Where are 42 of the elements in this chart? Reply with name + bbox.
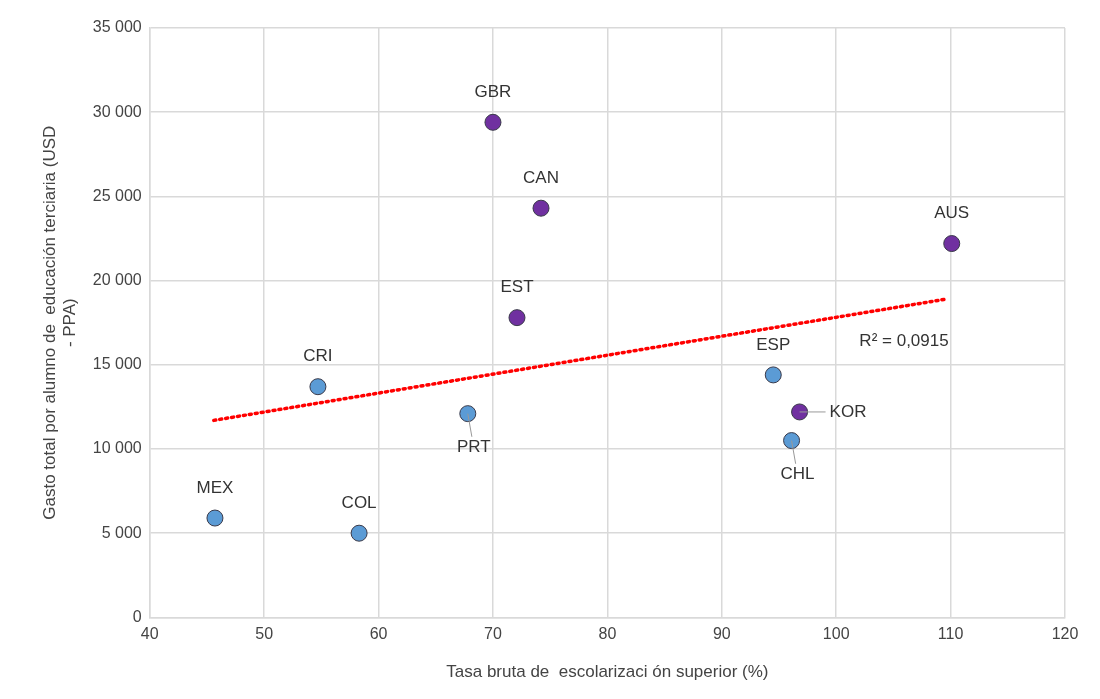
x-axis-title: Tasa bruta de escolarizaci ón superior (%) [446,662,769,682]
point [508,309,526,327]
point [532,199,550,217]
annotation: GBR [474,81,512,101]
point [943,235,961,253]
annotation: CAN [523,167,559,187]
point [783,432,801,450]
annotation: EST [500,277,534,297]
y-tick-label: 30 000 [92,102,142,120]
y-tick-label: 0 [132,607,142,625]
x-tick-label: 60 [369,625,388,643]
annotation: KOR [829,401,867,421]
annotation: CRI [303,346,333,366]
annotation: AUS [934,203,970,223]
point [309,378,327,396]
x-tick-label: 90 [712,625,731,643]
point [791,403,809,421]
annotation: R² = 0,0915 [859,330,949,350]
x-tick-label: 120 [1051,625,1079,643]
y-tick-label: 35 000 [92,18,142,36]
x-tick-label: 100 [822,625,850,643]
x-tick-label: 80 [598,625,617,643]
y-tick-label: 5 000 [101,523,142,541]
x-tick-label: 110 [937,625,964,643]
annotation: CHL [780,464,815,484]
y-tick-label: 15 000 [92,355,142,373]
point [484,113,502,131]
y-tick-label: 20 000 [92,271,142,289]
annotation: MEX [196,477,234,497]
annotation: ESP [756,334,791,354]
x-tick-label: 70 [484,625,502,643]
x-tick-label: 50 [255,625,274,643]
point [350,524,368,542]
annotation: COL [341,492,377,512]
y-axis-title: Gasto total por alumno de educación terciaria (USD - PPA) [39,125,80,520]
point [764,366,782,384]
point [459,405,477,423]
y-tick-label: 25 000 [92,186,142,204]
point [206,509,224,527]
y-tick-label: 10 000 [92,439,142,457]
x-tick-label: 40 [140,625,159,643]
annotation: PRT [456,437,491,457]
